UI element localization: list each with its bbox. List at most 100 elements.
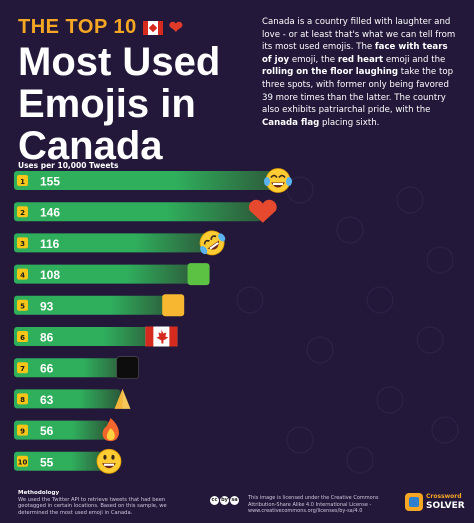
emoji-teeth [103, 463, 114, 466]
bar [14, 233, 211, 253]
value-label: 66 [40, 362, 54, 376]
green-square-icon [187, 263, 210, 286]
title-line-1: Most Used [18, 40, 221, 84]
bar [14, 451, 107, 471]
folded-hands-icon [114, 388, 131, 409]
smiling-face-with-open-mouth-icon [96, 448, 122, 474]
chart-axis-label: Uses per 10,000 Tweets [18, 161, 119, 170]
rank-badge [17, 362, 28, 374]
emoji-teeth [273, 183, 283, 185]
value-label: 86 [40, 331, 54, 345]
desc-bold-2: red heart [337, 54, 384, 65]
brand-top: Crossword [426, 493, 462, 500]
rank-badge [17, 331, 28, 342]
rolling-on-the-floor-laughing-icon [199, 230, 226, 256]
rank-badge [17, 455, 28, 467]
emoji-eye [210, 235, 217, 240]
hand-left [114, 388, 123, 409]
methodology: Methodology We used the Twitter API to r… [18, 490, 183, 516]
value-label: 116 [40, 237, 60, 251]
rank-label: 7 [20, 365, 25, 373]
desc-bold-3: rolling on the floor laughing [262, 67, 399, 78]
bar [14, 171, 276, 190]
bar [14, 358, 126, 378]
bar [14, 295, 172, 315]
emoji-eye [111, 454, 115, 460]
rank-label: 3 [20, 240, 25, 248]
flag-leaf [156, 329, 169, 344]
orange-square-icon [162, 294, 185, 317]
emoji-eye [270, 174, 278, 179]
rank-label: 5 [20, 303, 25, 311]
rank-label: 8 [20, 396, 25, 404]
rank-label: 9 [20, 427, 25, 435]
value-label: 93 [40, 299, 54, 313]
value-label: 146 [40, 206, 60, 220]
desc-text-1: Canada is a country filled with laughter… [262, 17, 456, 53]
emoji-eye [103, 454, 107, 460]
bar-row: 7 66 [14, 356, 139, 379]
face-with-tears-of-joy-icon [264, 168, 292, 193]
flag-band [169, 326, 178, 347]
black-square-icon [116, 356, 139, 379]
value-label: 108 [40, 268, 60, 282]
flag-band [145, 326, 154, 347]
desc-bold-4: Canada flag [262, 117, 320, 128]
bar-row: 8 63 [14, 388, 131, 409]
bar [14, 327, 160, 346]
emoji-face [199, 230, 225, 256]
page-title: Most Used Emojis in Canada [18, 41, 263, 167]
emoji-teeth [209, 242, 219, 250]
bar-row: 10 55 [14, 448, 122, 474]
value-label: 56 [40, 424, 54, 438]
rank-label: 2 [20, 209, 25, 217]
methodology-title: Methodology [18, 490, 60, 496]
brand-icon [405, 493, 423, 511]
desc-bold-1: face with tears of joy [262, 42, 448, 65]
emoji-tear [264, 177, 270, 186]
description: Canada is a country filled with laughter… [262, 16, 458, 129]
top-10-label: THE TOP 10 ❤ [18, 16, 263, 39]
methodology-text: We used the Twitter API to retrieve twee… [18, 496, 167, 516]
red-heart-icon [248, 199, 277, 223]
title-line-2: Emojis in [18, 82, 196, 126]
emoji-tear [200, 245, 208, 255]
bar-row: 5 93 [14, 294, 185, 317]
desc-text-2: emoji, the [289, 54, 338, 65]
rank-label: 10 [18, 459, 28, 467]
red-heart-icon: ❤ [168, 18, 184, 37]
rank-badge [17, 299, 28, 311]
desc-text-4: take the top three spots, with former on… [262, 67, 454, 116]
license-text: This image is licensed under the Creativ… [248, 495, 379, 514]
cc-license-icons: cc by sa [210, 496, 239, 505]
flame-inner [106, 428, 115, 441]
rank-badge [17, 175, 28, 186]
hand-right [122, 388, 131, 409]
brand-logo: Crossword SOLVER [405, 491, 465, 513]
rank-label: 4 [20, 271, 25, 279]
title-line-3: Canada [18, 124, 163, 168]
rank-label: 6 [20, 334, 25, 342]
header: THE TOP 10 ❤ Most Used Emojis in Canada [18, 16, 263, 167]
bar-row: 1 155 [14, 168, 292, 193]
bar-row: 3 116 [14, 230, 226, 256]
emoji-tear [218, 233, 226, 242]
bar [14, 202, 261, 222]
value-label: 155 [40, 175, 60, 189]
bar-chart: 1 155 2 146 3 116 4 108 5 93 6 86 7 66 8 63 9 56 10 55 [14, 168, 292, 474]
bar-row: 6 86 [14, 326, 178, 347]
brand-bottom: SOLVER [426, 501, 465, 511]
bar [14, 389, 121, 409]
emoji-face [96, 448, 122, 474]
value-label: 63 [40, 393, 54, 407]
rank-badge [17, 237, 28, 249]
rank-badge [17, 424, 28, 436]
emoji-eye [278, 174, 286, 179]
rank-badge [17, 393, 28, 405]
rank-label: 1 [20, 178, 25, 186]
emoji-eye [203, 239, 210, 245]
emoji-tear [286, 177, 292, 186]
bar [14, 264, 197, 284]
by-icon: by [220, 496, 229, 505]
